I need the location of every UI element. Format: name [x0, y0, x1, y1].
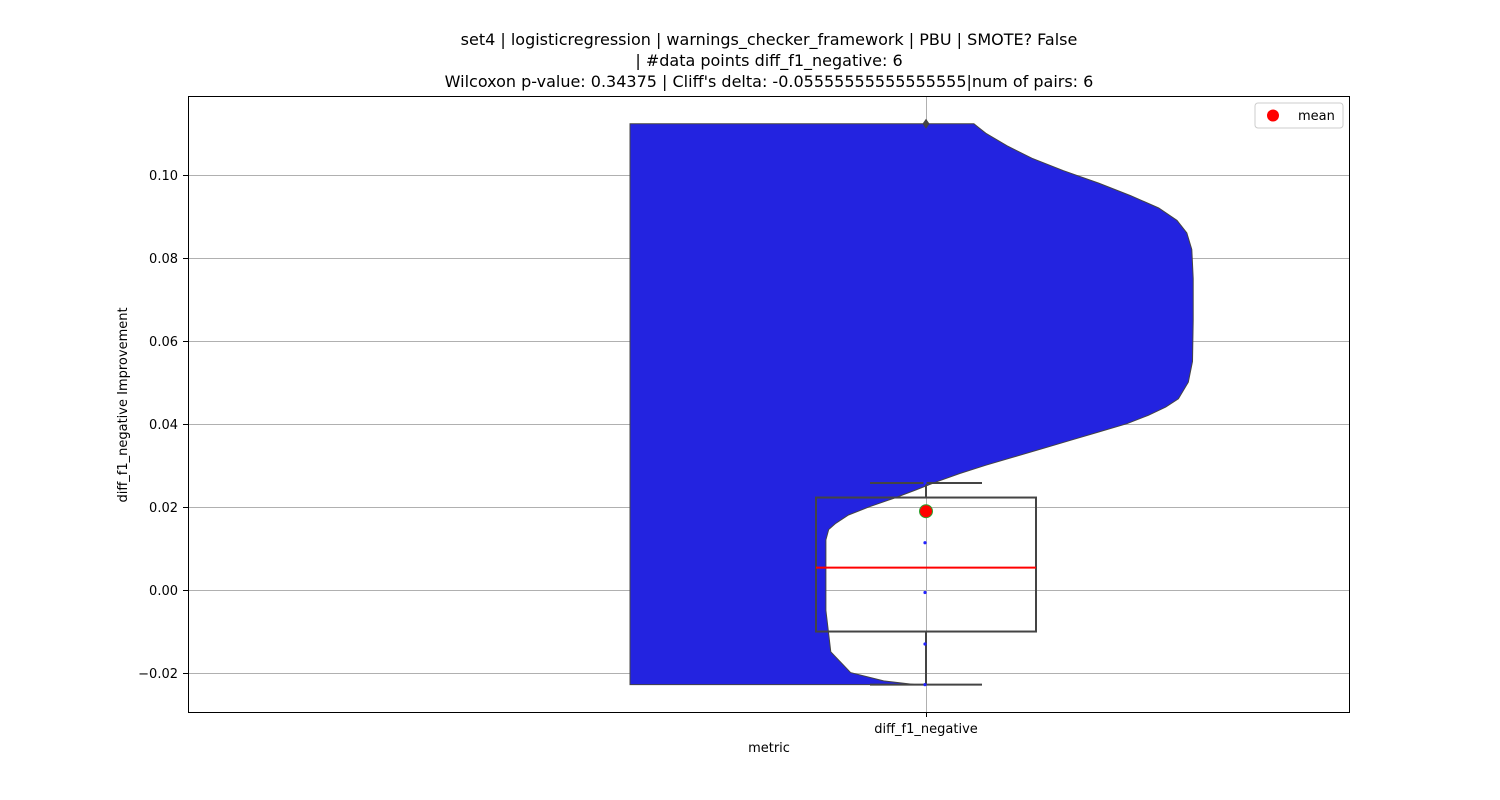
legend-frame	[1254, 102, 1344, 129]
outlier-marker	[922, 118, 930, 129]
mean-marker	[919, 504, 933, 519]
y-tick-label: 0.02	[149, 501, 178, 516]
legend: mean	[1254, 102, 1344, 129]
violin-body	[629, 123, 1194, 686]
box-layer	[815, 118, 1037, 687]
legend-mean-marker	[1267, 109, 1279, 122]
x-axis-label: metric	[748, 741, 790, 756]
y-tick-label: 0.06	[149, 335, 178, 350]
x-tick-label: diff_f1_negative	[874, 722, 978, 737]
y-tick-label: 0.08	[149, 252, 178, 267]
tick-layer: −0.02 0.00 0.02 0.04 0.06 0.08 0.10 diff_f1_neg…	[138, 169, 978, 737]
y-tick-label: 0.04	[149, 418, 178, 433]
y-axis-label: diff_f1_negative Improvement	[116, 307, 131, 502]
data-point	[923, 683, 927, 687]
data-point	[923, 541, 927, 545]
chart-title-line-3: Wilcoxon p-value: 0.34375 | Cliff's delt…	[444, 72, 1094, 91]
iqr-box	[815, 496, 1037, 633]
y-tick-label: −0.02	[138, 667, 178, 682]
data-point	[923, 481, 927, 485]
data-point	[923, 590, 927, 595]
data-point	[923, 642, 927, 646]
chart-title-line-2: | #data points diff_f1_negative: 6	[635, 51, 903, 70]
axes-layer	[188, 96, 1350, 713]
y-tick-label: 0.00	[149, 584, 178, 599]
violin-layer	[629, 123, 1194, 686]
y-tick-label: 0.10	[149, 169, 178, 184]
chart-title-line-1: set4 | logisticregression | warnings_che…	[460, 30, 1078, 49]
plot-frame	[188, 96, 1350, 713]
legend-label-mean: mean	[1298, 109, 1335, 124]
